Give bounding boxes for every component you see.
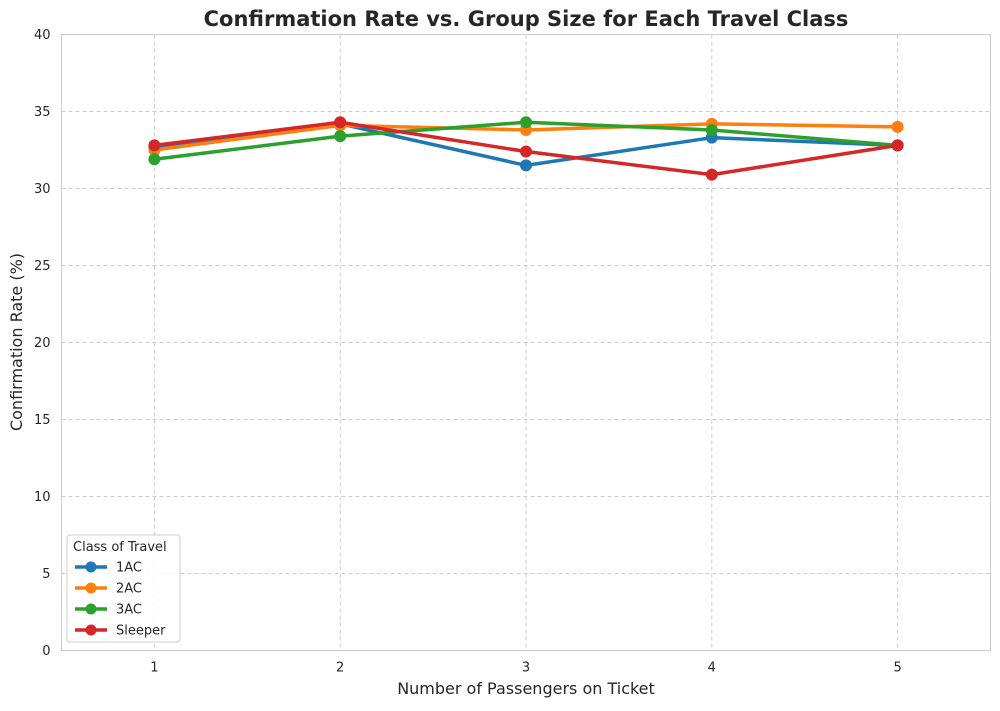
plot-frame — [61, 34, 991, 651]
legend-items: 1AC 2AC 3AC Sleeper — [75, 561, 166, 639]
data-point-sleeper — [148, 139, 161, 152]
legend-item-1ac: 1AC — [75, 561, 142, 576]
grid — [61, 34, 991, 651]
series-sleeper — [148, 116, 904, 181]
x-tick-label: 3 — [522, 661, 530, 676]
x-tick-label: 1 — [150, 661, 158, 676]
data-point-3ac — [520, 116, 532, 129]
legend-label: 2AC — [116, 582, 142, 597]
y-tick-label: 35 — [34, 105, 51, 120]
y-axis-ticks: 0 5 10 15 20 25 30 35 40 — [34, 28, 51, 659]
y-tick-label: 10 — [34, 490, 51, 505]
legend-label: Sleeper — [116, 624, 166, 639]
legend-item-2ac: 2AC — [75, 582, 142, 597]
x-axis-ticks: 1 2 3 4 5 — [150, 661, 901, 676]
data-point-3ac — [148, 153, 161, 166]
data-point-sleeper — [705, 168, 718, 181]
legend-box — [66, 534, 181, 643]
data-point-sleeper — [891, 139, 904, 152]
y-tick-label: 5 — [42, 567, 50, 582]
data-point-1ac — [520, 159, 532, 172]
data-point-2ac — [891, 120, 904, 133]
y-tick-label: 40 — [34, 28, 51, 43]
series-lines — [148, 116, 904, 181]
legend-swatch-marker — [85, 582, 97, 594]
y-axis-label: Confirmation Rate (%) — [7, 253, 26, 431]
x-axis-label: Number of Passengers on Ticket — [397, 679, 655, 698]
chart-title: Confirmation Rate vs. Group Size for Eac… — [204, 7, 849, 31]
y-tick-label: 0 — [42, 644, 50, 659]
x-tick-label: 2 — [336, 661, 344, 676]
data-point-sleeper — [334, 116, 347, 129]
data-point-sleeper — [520, 145, 532, 158]
legend-title: Class of Travel — [73, 540, 167, 555]
legend-swatch-marker — [85, 603, 97, 615]
legend-swatch-marker — [85, 561, 97, 573]
legend-item-3ac: 3AC — [75, 603, 142, 618]
legend-swatch-marker — [85, 624, 97, 636]
data-point-3ac — [705, 123, 718, 136]
y-tick-label: 20 — [34, 336, 51, 351]
y-tick-label: 30 — [34, 182, 51, 197]
data-point-3ac — [334, 130, 347, 143]
legend-item-sleeper: Sleeper — [75, 624, 166, 639]
legend-label: 1AC — [116, 561, 142, 576]
y-tick-label: 15 — [34, 413, 51, 428]
legend-label: 3AC — [116, 603, 142, 618]
y-tick-label: 25 — [34, 259, 51, 274]
legend: Class of Travel 1AC 2AC 3AC Sleeper — [66, 534, 181, 643]
x-tick-label: 5 — [893, 661, 901, 676]
x-tick-label: 4 — [708, 661, 716, 676]
